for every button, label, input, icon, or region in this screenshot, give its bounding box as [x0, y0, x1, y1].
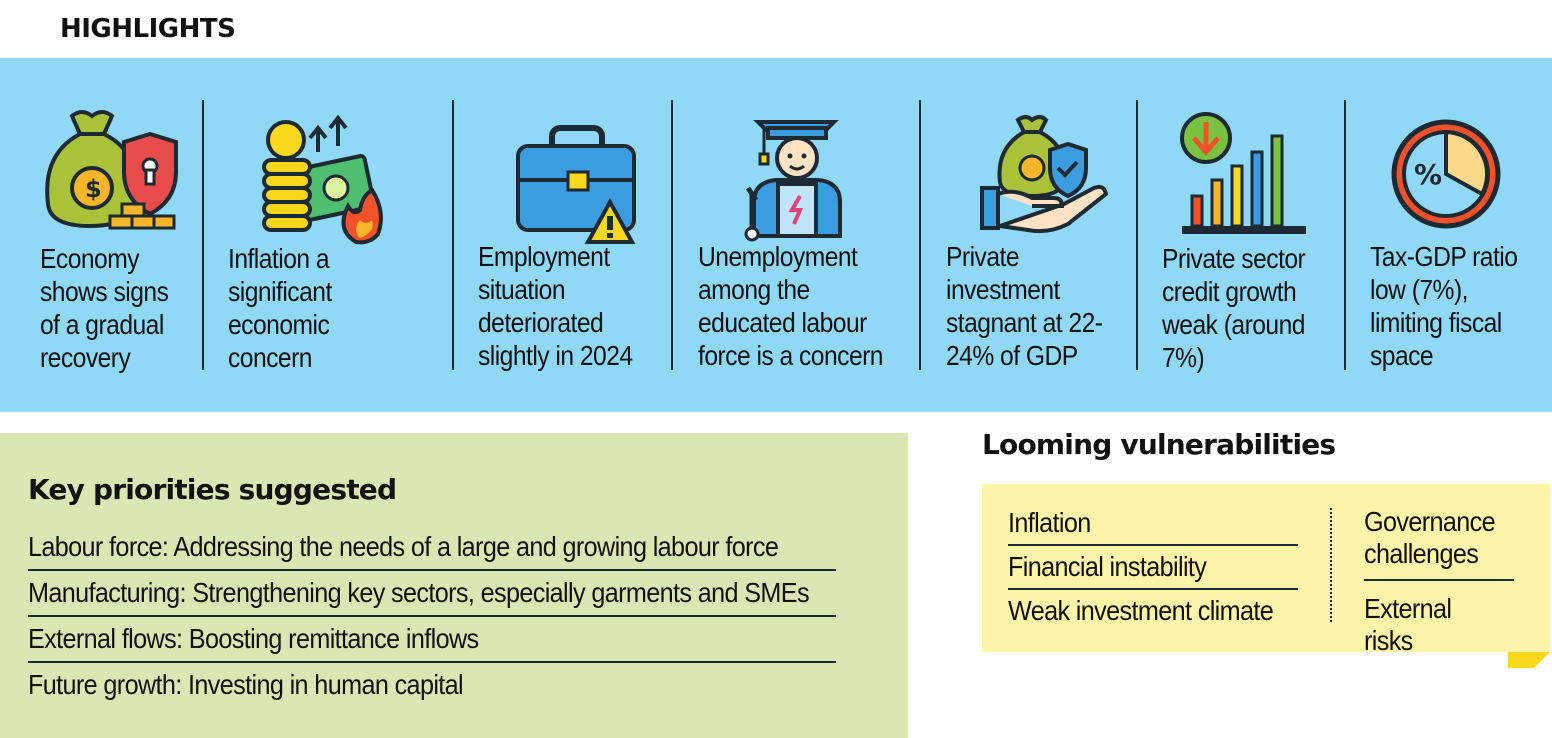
column-divider [1344, 100, 1346, 370]
highlight-text-3: Employment situation deteriorated slight… [478, 241, 633, 371]
highlight-text-2: Inflation a significant economic concern [228, 243, 332, 373]
column-divider [1136, 100, 1138, 370]
highlight-text-6: Private sector credit growth weak (aroun… [1162, 243, 1306, 373]
bar-chart-down-arrow-icon [1172, 108, 1312, 248]
percent-pie-icon: % [1376, 104, 1516, 244]
svg-text:$: $ [85, 175, 102, 203]
highlight-text-7: Tax-GDP ratio low (7%), limiting fiscal … [1370, 241, 1518, 371]
key-priorities-panel: Key priorities suggested Labour force: A… [0, 433, 908, 738]
highlight-text-5: Private investment stagnant at 22-24% of… [946, 241, 1103, 371]
hand-money-bag-icon [972, 106, 1112, 246]
highlights-band: $ Economy shows signs of a gradual recov… [0, 58, 1552, 412]
vulnerabilities-title: Looming vulnerabilities [982, 428, 1336, 461]
briefcase-warning-icon [508, 114, 648, 254]
highlight-text-4: Unemployment among the educated labour f… [698, 241, 884, 371]
list-item: Labour force: Addressing the needs of a … [28, 525, 836, 571]
key-priorities-title: Key priorities suggested [28, 473, 397, 506]
vulnerabilities-left-list: Inflation Financial instability Weak inv… [1008, 502, 1298, 634]
column-divider [202, 100, 204, 370]
list-item: Governance challenges [1364, 506, 1514, 581]
column-divider [452, 100, 454, 370]
highlight-text-1: Economy shows signs of a gradual recover… [40, 243, 169, 373]
column-divider [919, 100, 921, 370]
priorities-list: Labour force: Addressing the needs of a … [28, 525, 836, 709]
list-item: Manufacturing: Strengthening key sectors… [28, 571, 836, 617]
page-title: HIGHLIGHTS [60, 14, 236, 44]
column-divider [671, 100, 673, 370]
money-bag-shield-icon: $ [42, 104, 182, 244]
list-item: External risks [1364, 593, 1452, 656]
list-item: Weak investment climate [1008, 595, 1274, 626]
dotted-divider [1330, 508, 1332, 622]
list-item: External flows: Boosting remittance infl… [28, 617, 836, 663]
list-item: Inflation [1008, 502, 1298, 546]
coins-cash-fire-icon [256, 112, 396, 252]
graduate-worker-icon [728, 108, 868, 248]
list-item: Financial instability [1008, 546, 1298, 590]
page-fold-corner [1508, 652, 1550, 668]
list-item: Future growth: Investing in human capita… [28, 669, 464, 700]
vulnerabilities-right-list: Governance challenges External risks [1364, 506, 1514, 657]
vulnerabilities-panel: Inflation Financial instability Weak inv… [982, 484, 1550, 656]
svg-text:%: % [1414, 158, 1442, 191]
